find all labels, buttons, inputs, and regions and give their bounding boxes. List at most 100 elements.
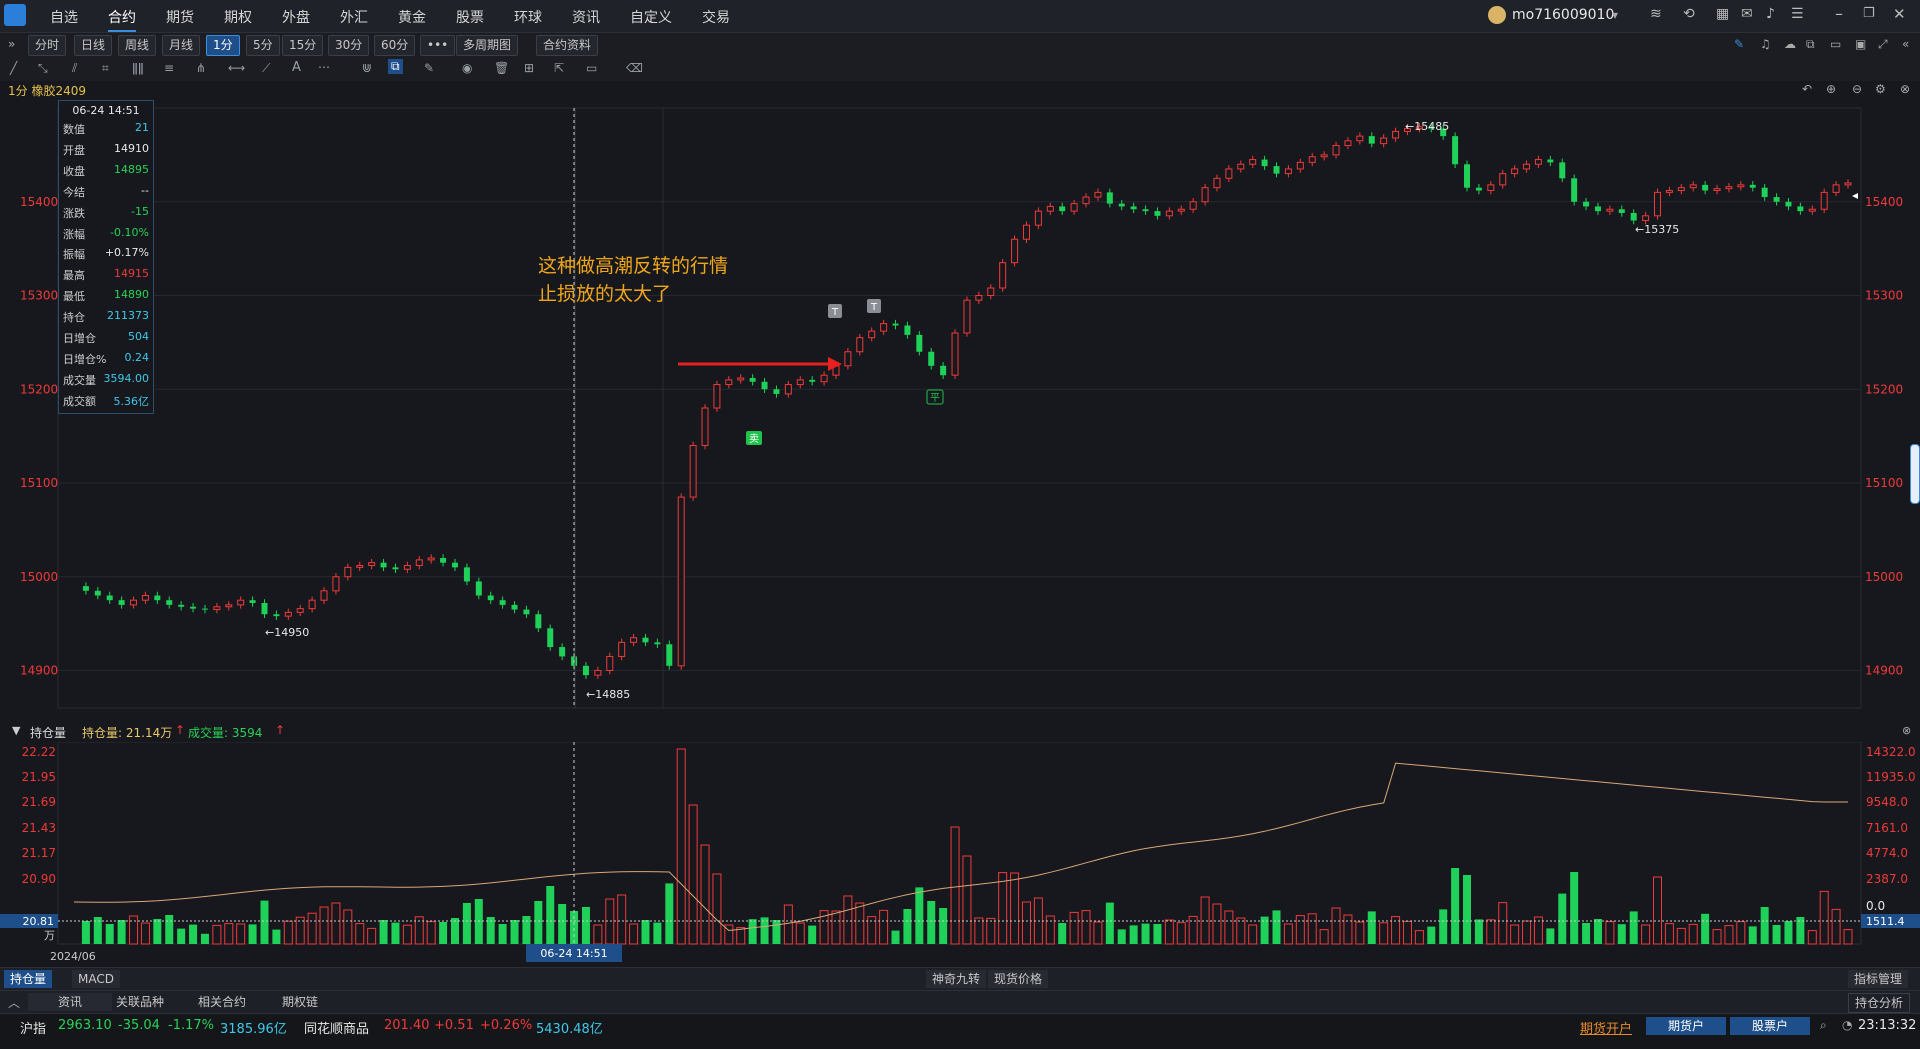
export-icon[interactable]: ⇱	[554, 61, 565, 75]
tab-macd[interactable]: MACD	[72, 970, 120, 988]
more-tools-icon[interactable]: ⋯	[318, 60, 330, 74]
volume-oi-chart[interactable]: 22.22 21.95 21.69 21.43 21.17 20.90 14322.0 119…	[0, 742, 1920, 967]
copy-icon[interactable]: ⧉	[1806, 37, 1815, 51]
mail-icon[interactable]: ✉	[1741, 6, 1753, 22]
fullscreen-icon[interactable]: ⤢	[1878, 37, 1888, 51]
magnet-icon[interactable]: ⋓	[362, 61, 373, 75]
bell-small-icon[interactable]: ♫	[1760, 37, 1771, 51]
period-button-9[interactable]: •••	[420, 35, 456, 56]
username[interactable]: mo716009010	[1512, 7, 1615, 23]
calendar-icon[interactable]: ▦	[1716, 6, 1730, 22]
channel-tool-icon[interactable]: ⫽	[72, 61, 78, 75]
shenqi-button[interactable]: 神奇九转	[926, 970, 987, 988]
period-button-4[interactable]: 1分	[206, 35, 240, 56]
oi-analysis-button[interactable]: 持仓分析	[1848, 993, 1911, 1013]
cloud-icon[interactable]: ☁	[1784, 37, 1796, 51]
candlestick-chart[interactable]: 15400 15400 15300 15300 15200 15200 15100 15100…	[0, 96, 1920, 716]
text-tool-icon[interactable]: A	[292, 60, 301, 75]
pitchfork-tool-icon[interactable]: ⋔	[196, 61, 207, 75]
expand-icon[interactable]: »	[8, 37, 16, 51]
period-button-0[interactable]: 分时	[28, 35, 67, 56]
t-marker-2[interactable]	[867, 299, 881, 313]
indicator-manage-button[interactable]: 指标管理	[1848, 970, 1909, 988]
volume-bar	[1414, 930, 1424, 945]
screen-icon[interactable]: ▣	[1855, 37, 1867, 51]
period-button-1[interactable]: 日线	[74, 35, 113, 56]
volume-bar	[1224, 910, 1234, 945]
menu-item-3[interactable]: 期权	[224, 10, 252, 26]
menu-item-8[interactable]: 环球	[514, 10, 542, 26]
menu-item-11[interactable]: 交易	[702, 10, 730, 26]
tab-oi[interactable]: 持仓量	[4, 970, 53, 988]
menu-item-10[interactable]: 自定义	[630, 10, 672, 26]
period-button-11[interactable]: 合约资料	[536, 35, 599, 56]
eraser-icon[interactable]: ⌫	[626, 61, 643, 75]
bell-icon[interactable]: ♪	[1766, 6, 1775, 22]
edit-icon[interactable]: ✎	[424, 61, 435, 75]
link-draw-icon[interactable]: ⧉	[388, 59, 403, 74]
futures-account-button[interactable]: 期货户	[1646, 1017, 1726, 1035]
menu-item-6[interactable]: 黄金	[398, 10, 426, 26]
menu-item-1[interactable]: 合约	[108, 7, 136, 32]
minimize-icon[interactable]: –	[1835, 4, 1843, 23]
settings-icon[interactable]: ⚙	[1875, 82, 1886, 96]
period-button-8[interactable]: 60分	[374, 35, 416, 56]
idx1-name[interactable]: 沪指	[20, 1022, 47, 1037]
period-button-2[interactable]: 周线	[118, 35, 157, 56]
trash-icon[interactable]: 🗑	[494, 61, 510, 75]
layers-icon[interactable]: ≋	[1650, 6, 1662, 22]
menu-item-0[interactable]: 自选	[50, 10, 78, 26]
comment-icon[interactable]: ▭	[586, 61, 598, 75]
menu-item-9[interactable]: 资讯	[572, 10, 600, 26]
ray-tool-icon[interactable]: ⤡	[38, 61, 48, 75]
window-icon[interactable]: ▭	[1830, 37, 1842, 51]
t-marker-1[interactable]	[828, 304, 842, 318]
close-icon[interactable]: ✕	[1893, 5, 1906, 23]
collapse-icon[interactable]: «	[1902, 37, 1910, 51]
sub-title[interactable]: 持仓量	[30, 726, 67, 740]
measure-tool-icon[interactable]: ⟷	[228, 61, 246, 75]
restore-icon[interactable]: ❐	[1863, 6, 1875, 21]
sub-collapse-icon[interactable]: ▼	[12, 724, 21, 737]
stock-account-button[interactable]: 股票户	[1730, 1017, 1810, 1035]
open-account-link[interactable]: 期货开户	[1580, 1022, 1633, 1037]
close-chart-icon[interactable]: ⊗	[1900, 82, 1911, 96]
close-marker[interactable]	[926, 389, 944, 405]
undo-icon[interactable]: ↶	[1802, 82, 1813, 96]
collapse-up-icon[interactable]: ︿	[8, 996, 21, 1010]
tab-related[interactable]: 关联品种	[116, 995, 165, 1009]
hline-tool-icon[interactable]: ≡	[164, 61, 175, 75]
tab-news[interactable]: 资讯	[28, 993, 112, 1011]
tab-contracts[interactable]: 相关合约	[198, 995, 247, 1009]
sub-close-icon[interactable]: ⊗	[1902, 724, 1912, 737]
fib-tool-icon[interactable]: ǁǁ	[132, 61, 144, 75]
scroll-handle[interactable]	[1910, 444, 1920, 504]
sell-marker[interactable]	[746, 431, 762, 445]
line-tool-icon[interactable]: ╱	[10, 61, 18, 75]
shape-tool-icon[interactable]: ⌗	[102, 61, 109, 75]
period-button-10[interactable]: 多周期图	[456, 35, 519, 56]
zoom-out-icon[interactable]: ⊖	[1852, 82, 1863, 96]
spot-price-button[interactable]: 现货价格	[988, 970, 1049, 988]
period-button-7[interactable]: 30分	[328, 35, 370, 56]
menu-item-5[interactable]: 外汇	[340, 10, 368, 26]
period-button-5[interactable]: 5分	[246, 35, 280, 56]
gann-tool-icon[interactable]: ⟋	[262, 61, 271, 75]
avatar[interactable]	[1488, 6, 1506, 24]
eye-icon[interactable]: ◉	[462, 61, 473, 75]
app-logo-icon[interactable]	[4, 4, 26, 26]
chevron-down-icon[interactable]: ▾	[1612, 8, 1619, 22]
period-button-3[interactable]: 月线	[162, 35, 201, 56]
menu-item-7[interactable]: 股票	[456, 10, 484, 26]
pencil-icon[interactable]: ✎	[1734, 37, 1745, 51]
idx2-name[interactable]: 同花顺商品	[304, 1022, 370, 1037]
refresh-icon[interactable]: ⟲	[1683, 6, 1695, 22]
menu-item-4[interactable]: 外盘	[282, 10, 310, 26]
list-icon[interactable]: ☰	[1791, 6, 1804, 22]
search-icon[interactable]: ⌕	[1820, 1018, 1827, 1032]
grid-icon[interactable]: ⊞	[524, 61, 535, 75]
zoom-in-icon[interactable]: ⊕	[1826, 82, 1837, 96]
menu-item-2[interactable]: 期货	[166, 10, 194, 26]
tab-options-chain[interactable]: 期权链	[282, 995, 319, 1009]
period-button-6[interactable]: 15分	[282, 35, 324, 56]
